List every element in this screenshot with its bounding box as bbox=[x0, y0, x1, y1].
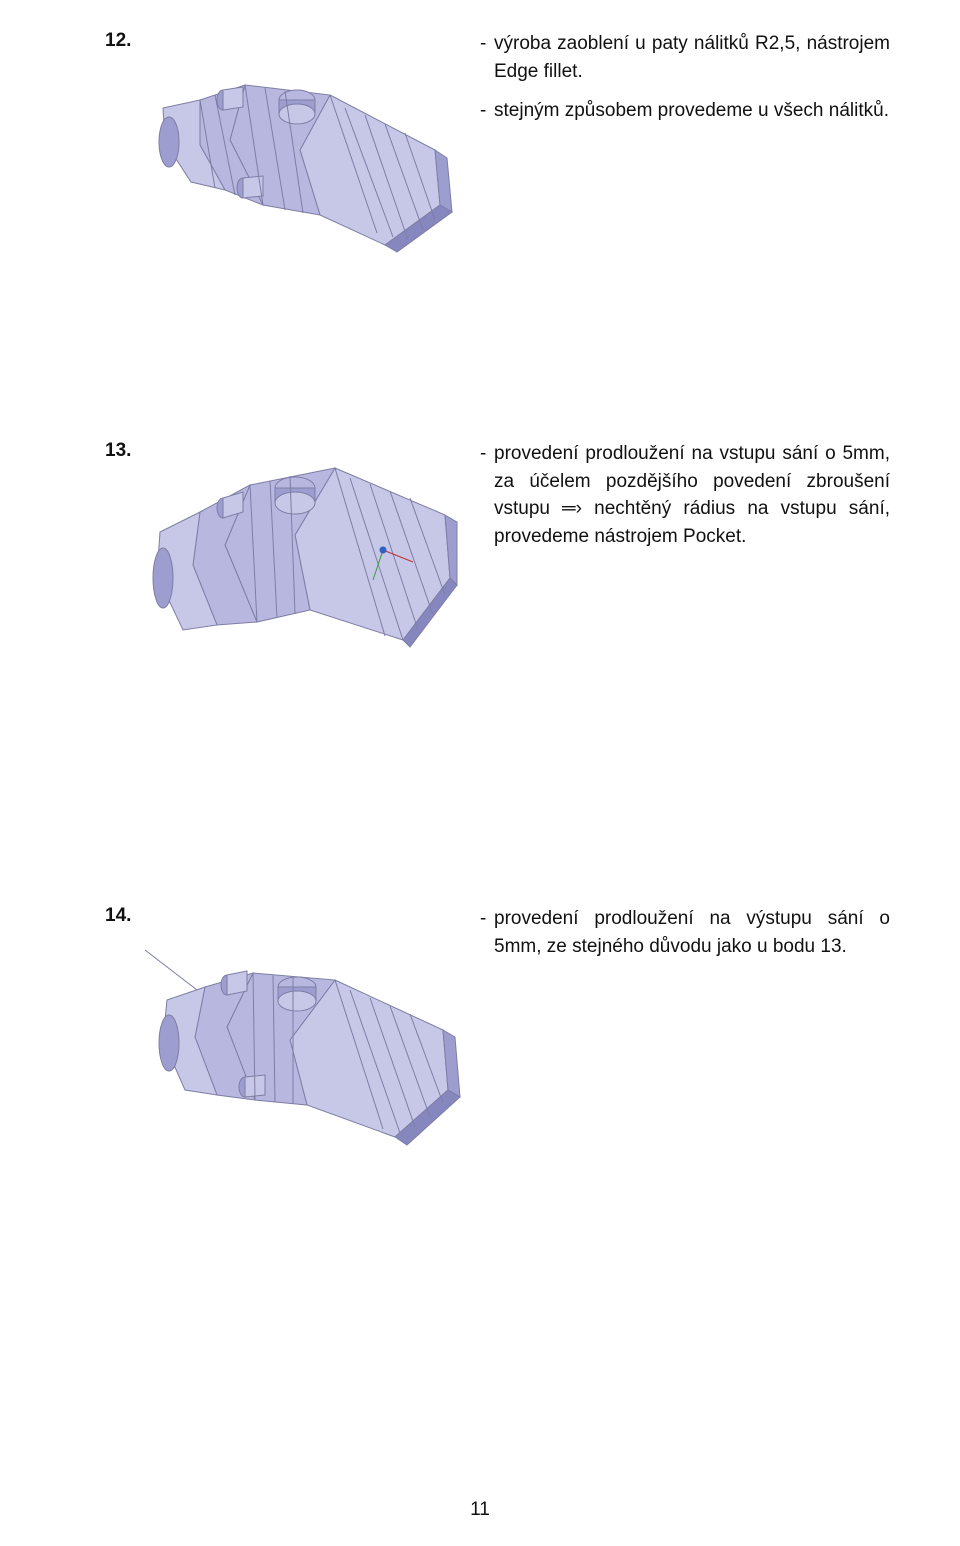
figure-step-12 bbox=[145, 30, 480, 270]
bullet-item: - stejným způsobem provedeme u všech nál… bbox=[480, 97, 890, 125]
bullet-item: - výroba zaoblení u paty nálitků R2,5, n… bbox=[480, 30, 890, 85]
bullet-dash: - bbox=[480, 97, 494, 125]
step-number: 12. bbox=[105, 30, 145, 52]
figure-step-13 bbox=[145, 440, 480, 705]
figure-step-14 bbox=[145, 905, 480, 1180]
bullet-text: výroba zaoblení u paty nálitků R2,5, nás… bbox=[494, 30, 890, 85]
bullet-text: provedení prodloužení na výstupu sání o … bbox=[494, 905, 890, 960]
bullet-dash: - bbox=[480, 440, 494, 550]
bullet-dash: - bbox=[480, 30, 494, 85]
step-number: 13. bbox=[105, 440, 145, 462]
bullet-text: provedení prodloužení na vstupu sání o 5… bbox=[494, 440, 890, 550]
bullet-item: - provedení prodloužení na výstupu sání … bbox=[480, 905, 890, 960]
page-number: 11 bbox=[0, 1499, 960, 1521]
bullet-text: stejným způsobem provedeme u všech nálit… bbox=[494, 97, 890, 125]
step-number: 14. bbox=[105, 905, 145, 927]
bullet-item: - provedení prodloužení na vstupu sání o… bbox=[480, 440, 890, 550]
bullet-dash: - bbox=[480, 905, 494, 960]
